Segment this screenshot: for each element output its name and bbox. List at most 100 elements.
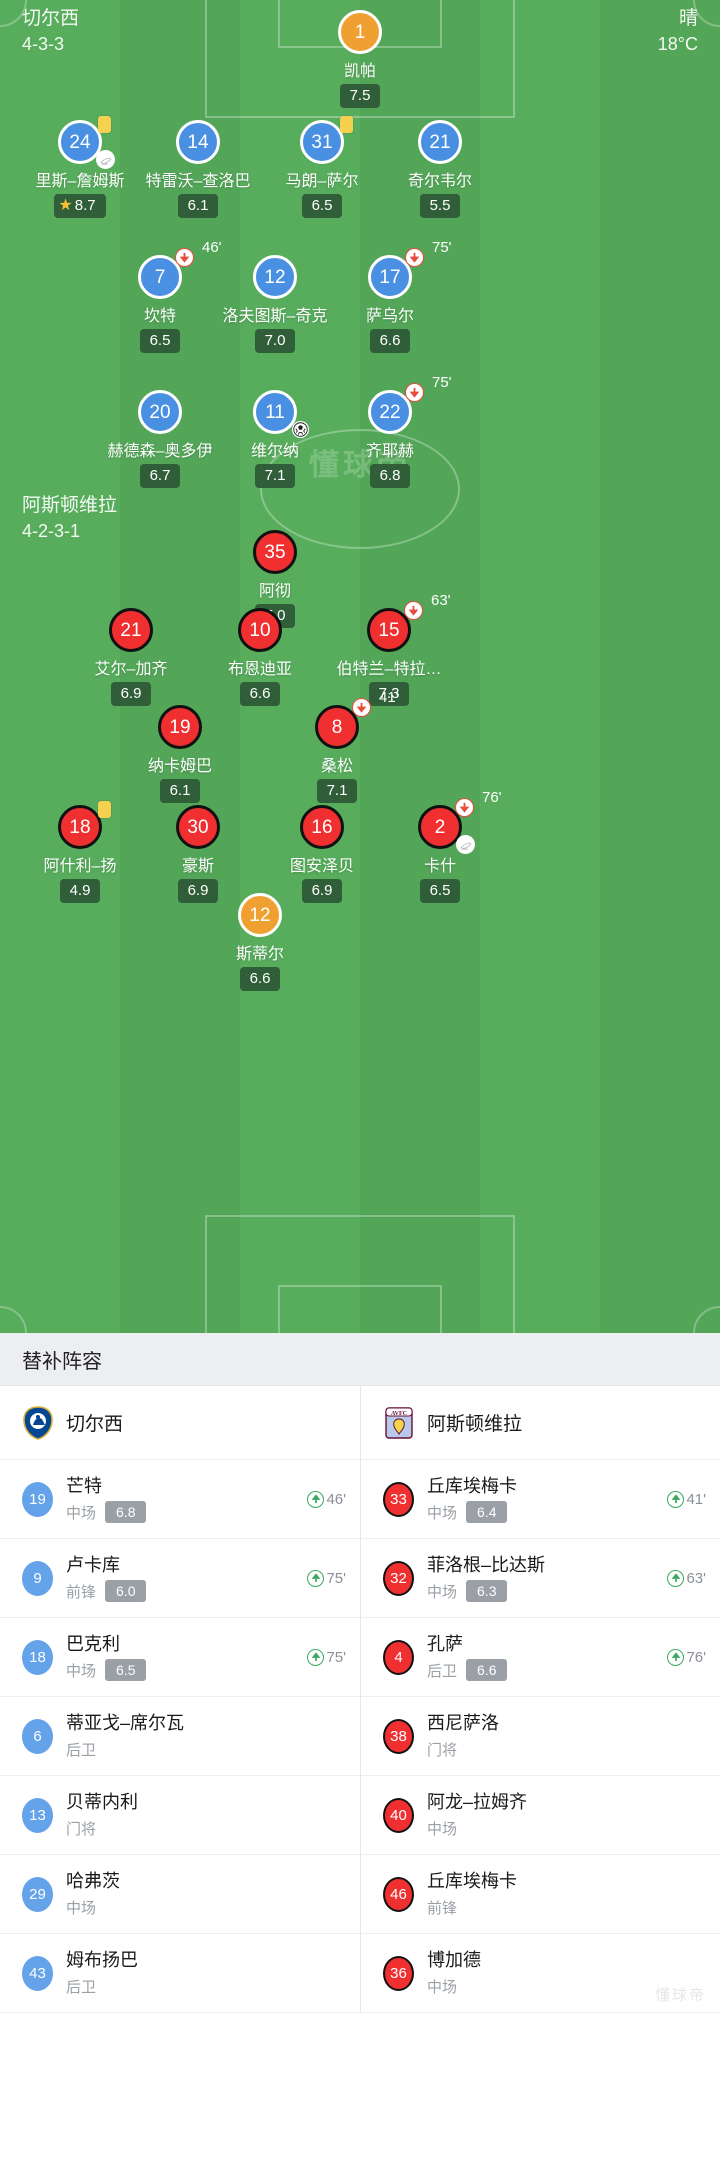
substitute-meta: 后卫 [66, 1739, 346, 1760]
pitch-player[interactable]: 12 斯蒂尔 6.6 [185, 893, 335, 992]
substitute-row[interactable]: 36 博加德 中场 [361, 1934, 720, 2013]
substitute-row[interactable]: 33 丘库埃梅卡 中场 6.4 41' [361, 1460, 720, 1539]
substitute-on-indicator: 75' [307, 1648, 346, 1666]
assist-boot-icon [456, 835, 475, 854]
pitch-player[interactable]: 24 里斯–詹姆斯 ★ 8.7 [5, 116, 155, 219]
substitute-on-indicator: 46' [307, 1490, 346, 1508]
pitch-player[interactable]: 1 凯帕 7.5 [285, 10, 435, 109]
player-rating-value: 6.9 [187, 882, 209, 899]
substitute-name: 阿龙–拉姆齐 [427, 1792, 528, 1813]
pitch-player[interactable]: 8 41' 桑松 7.1 [262, 689, 412, 804]
substitute-row[interactable]: 46 丘库埃梅卡 前锋 [361, 1855, 720, 1934]
substitute-row[interactable]: 40 阿龙–拉姆齐 中场 [361, 1776, 720, 1855]
player-shirt-wrap: 21 [109, 608, 153, 652]
pitch-player[interactable]: 2 76' 卡什 6.5 [365, 789, 515, 904]
player-number-badge: 35 [253, 530, 297, 574]
substitute-name: 蒂亚戈–席尔瓦 [66, 1713, 185, 1734]
substitute-on-indicator: 75' [307, 1569, 346, 1587]
substitute-position: 前锋 [427, 1899, 458, 1917]
weather-condition: 晴 [678, 8, 698, 29]
player-name: 奇尔韦尔 [407, 173, 472, 190]
substitute-number-badge: 43 [22, 1955, 53, 1991]
substitute-row[interactable]: 13 贝蒂内利 门将 [0, 1776, 360, 1855]
pitch-player[interactable]: 21 奇尔韦尔 5.5 [365, 120, 515, 219]
goal-ball-icon [292, 421, 309, 438]
player-shirt-wrap: 7 46' [138, 239, 222, 299]
substitution-off-icon: 46' [175, 239, 222, 267]
player-rating-chip: 6.9 [301, 879, 343, 904]
substitute-row[interactable]: 18 巴克利 中场 6.5 75' [0, 1618, 360, 1697]
player-rating-chip: 6.9 [110, 682, 152, 707]
substitute-meta: 后卫 [66, 1976, 346, 1997]
pitch-player[interactable]: 12 洛夫图斯–奇克 7.0 [200, 255, 350, 354]
pitch-player[interactable]: 15 63' 伯特兰–特拉… 7.3 [314, 592, 464, 707]
pitch-player[interactable]: 11 维尔纳 7.1 [200, 390, 350, 489]
pitch-player[interactable]: 31 马朗–萨尔 6.5 [247, 116, 397, 219]
pitch-player[interactable]: 17 75' 萨乌尔 6.6 [315, 239, 465, 354]
player-rating-value: 4.9 [69, 882, 91, 899]
pitch-player[interactable]: 14 特雷沃–查洛巴 6.1 [123, 120, 273, 219]
pitch-player[interactable]: 18 阿什利–扬 4.9 [5, 801, 155, 904]
substitute-meta: 中场 [427, 1976, 706, 1997]
man-of-the-match-star-icon: ★ [58, 197, 73, 215]
substitute-on-minute: 41' [686, 1490, 706, 1508]
substitute-row[interactable]: 29 哈弗茨 中场 [0, 1855, 360, 1934]
player-rating-value: 6.1 [187, 197, 209, 214]
substitution-minute: 41' [379, 689, 399, 706]
player-shirt-wrap: 17 75' [368, 239, 452, 299]
substitute-position: 后卫 [66, 1978, 97, 1996]
substitutes-team-home: 切尔西 [0, 1386, 360, 1460]
player-rating-chip: 7.1 [316, 779, 358, 804]
substitution-off-icon: 41' [352, 689, 399, 717]
substitute-row[interactable]: 4 孔萨 后卫 6.6 76' [361, 1618, 720, 1697]
player-rating-value: 6.6 [249, 970, 271, 987]
substitute-meta: 前锋 6.0 [66, 1580, 307, 1603]
substitution-on-icon [307, 1569, 325, 1587]
home-team-name: 切尔西 [22, 8, 80, 29]
player-number-badge: 16 [300, 805, 344, 849]
player-number-badge: 21 [418, 120, 462, 164]
pitch-player[interactable]: 16 图安泽贝 6.9 [247, 805, 397, 904]
pitch-player[interactable]: 19 纳卡姆巴 6.1 [105, 705, 255, 804]
substitute-number-badge: 32 [383, 1560, 414, 1596]
player-rating-value: 7.5 [349, 87, 371, 104]
substitution-on-icon [307, 1490, 325, 1508]
substitutes-list-home: 19 芒特 中场 6.8 46' 9 卢卡库 前锋 6.0 75' 18 巴克利 中场 6.5 75' 6 蒂亚… [0, 1460, 360, 2013]
player-shirt-wrap: 15 63' [367, 592, 451, 652]
pitch-player[interactable]: 10 布恩迪亚 6.6 [185, 608, 335, 707]
substitute-number-badge: 4 [383, 1639, 414, 1675]
substitution-on-icon [667, 1490, 685, 1508]
weather-info: 晴 18°C [658, 6, 698, 56]
substitute-on-indicator: 63' [667, 1569, 706, 1587]
substitute-info: 哈弗茨 中场 [66, 1870, 346, 1917]
player-name: 艾尔–加齐 [94, 661, 168, 678]
pitch-player[interactable]: 20 赫德森–奥多伊 6.7 [85, 390, 235, 489]
pitch-player[interactable]: 22 75' 齐耶赫 6.8 [315, 374, 465, 489]
pitch-player[interactable]: 30 豪斯 6.9 [123, 805, 273, 904]
substitution-on-icon [667, 1648, 685, 1666]
player-name: 凯帕 [343, 63, 376, 80]
substitution-minute: 76' [482, 789, 502, 806]
substitute-row[interactable]: 32 菲洛根–比达斯 中场 6.3 63' [361, 1539, 720, 1618]
pitch-player[interactable]: 7 46' 坎特 6.5 [85, 239, 235, 354]
pitch-player[interactable]: 21 艾尔–加齐 6.9 [56, 608, 206, 707]
substitute-meta: 中场 [66, 1897, 346, 1918]
substitute-position: 后卫 [427, 1662, 458, 1680]
substitute-row[interactable]: 38 西尼萨洛 门将 [361, 1697, 720, 1776]
player-shirt-wrap: 11 [253, 390, 309, 438]
player-number-badge: 1 [338, 10, 382, 54]
yellow-card-icon [98, 116, 111, 133]
substitute-row[interactable]: 19 芒特 中场 6.8 46' [0, 1460, 360, 1539]
substitution-off-icon: 76' [455, 789, 502, 817]
substitute-position: 中场 [427, 1583, 458, 1601]
substitute-row[interactable]: 43 姆布扬巴 后卫 [0, 1934, 360, 2013]
substitute-row[interactable]: 9 卢卡库 前锋 6.0 75' [0, 1539, 360, 1618]
substitute-position: 中场 [66, 1504, 97, 1522]
player-rating-value: 6.8 [379, 467, 401, 484]
chelsea-crest-icon [23, 1405, 53, 1440]
home-team-caption: 切尔西 4-3-3 [22, 6, 79, 56]
substitute-row[interactable]: 6 蒂亚戈–席尔瓦 后卫 [0, 1697, 360, 1776]
lineup-page: 懂球帝 切尔西 4-3-3 阿斯顿维拉 4-2-3-1 晴 18°C 1 凯帕 7.… [0, 0, 720, 2013]
home-team-formation: 4-3-3 [22, 33, 65, 54]
player-rating-chip: 7.1 [254, 464, 296, 489]
